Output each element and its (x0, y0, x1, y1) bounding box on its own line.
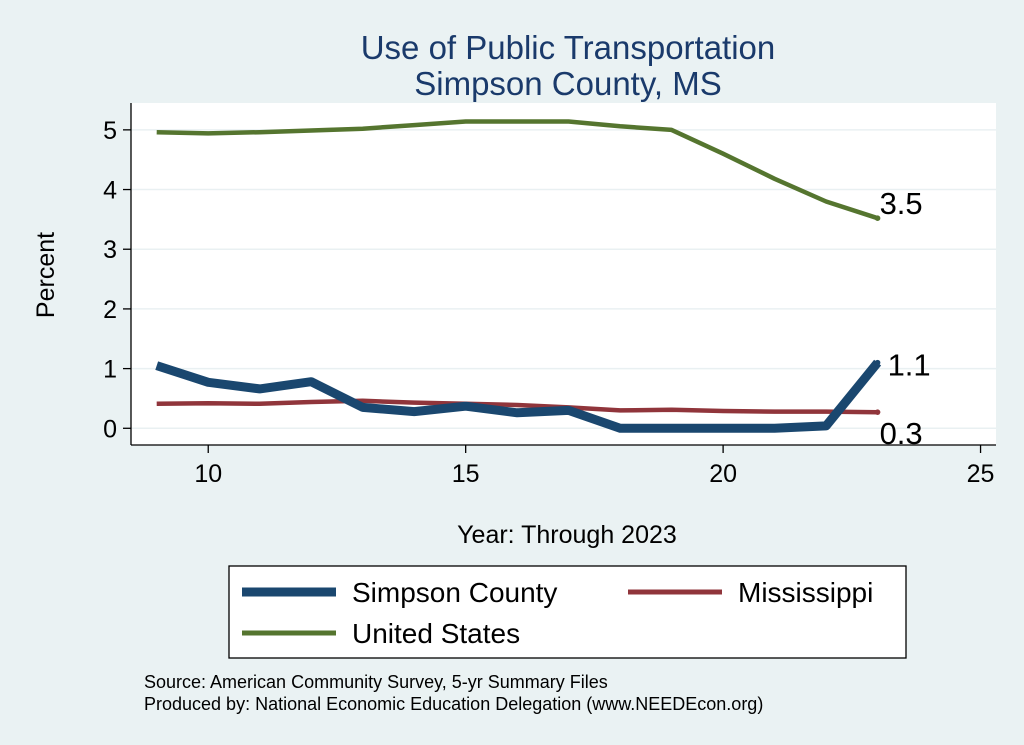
y-axis-label: Percent (32, 232, 60, 318)
axes: 0 1 2 3 4 5 10 15 20 25 (103, 103, 996, 488)
y-tick-label: 1 (103, 356, 117, 384)
legend-label-simpson-county: Simpson County (352, 577, 557, 608)
x-tick-label: 25 (967, 460, 995, 488)
source-note: Source: American Community Survey, 5-yr … (144, 672, 608, 692)
y-tick-label: 4 (103, 177, 117, 205)
x-axis-label: Year: Through 2023 (457, 521, 677, 549)
end-labels: 1.1 0.3 3.5 (880, 186, 931, 451)
series-lines (155, 119, 882, 433)
y-tick-label: 3 (103, 236, 117, 264)
producer-note: Produced by: National Economic Education… (144, 694, 763, 714)
legend-label-united-states: United States (352, 618, 520, 649)
end-point-simpson-county (874, 359, 881, 366)
legend-box (228, 565, 907, 659)
chart-title-line-2: Simpson County, MS (414, 65, 722, 102)
chart-title-line-1: Use of Public Transportation (361, 29, 776, 66)
legend: Simpson County Mississippi United States (228, 565, 907, 659)
end-point-united-states (874, 215, 881, 221)
plot-area (131, 103, 996, 445)
series-line-united-states (156, 119, 879, 221)
y-tick-label: 0 (103, 415, 117, 443)
series-line-simpson-county (155, 359, 882, 433)
end-label-simpson-county: 1.1 (888, 348, 931, 383)
end-label-united-states: 3.5 (880, 186, 923, 221)
series-line-mississippi (156, 398, 878, 415)
y-tick-label: 2 (103, 296, 117, 324)
y-tick-label: 5 (103, 117, 117, 145)
x-tick-label: 15 (452, 460, 480, 488)
end-label-mississippi: 0.3 (880, 416, 923, 451)
legend-label-mississippi: Mississippi (738, 577, 873, 608)
end-point-mississippi (874, 409, 881, 415)
x-tick-label: 20 (709, 460, 737, 488)
x-tick-label: 10 (194, 460, 222, 488)
